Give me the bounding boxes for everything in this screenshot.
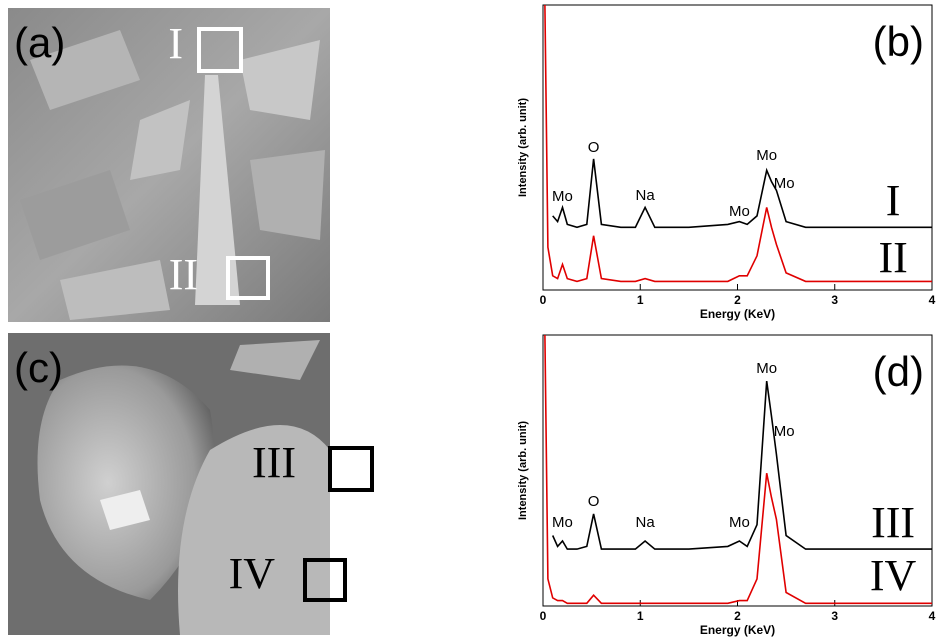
x-tick-label: 0	[540, 609, 547, 623]
peak-label: Mo	[756, 147, 777, 164]
y-axis-label: Intensity (arb. unit)	[517, 421, 529, 520]
x-axis-label: Energy (KeV)	[700, 623, 775, 637]
peak-label: Mo	[729, 203, 750, 220]
panel-label: (d)	[873, 348, 924, 395]
scale-bar	[388, 297, 456, 304]
x-tick-label: 3	[831, 609, 838, 623]
series-label: IV	[870, 551, 917, 600]
peak-label: Mo	[729, 514, 750, 531]
figure: (a)III2μm(c)IIIIV2μm01234Energy (KeV)Int…	[0, 0, 938, 642]
panel-label: (c)	[14, 344, 63, 391]
x-tick-label: 4	[929, 609, 936, 623]
x-tick-label: 0	[540, 293, 547, 307]
panel-label: (b)	[873, 18, 924, 65]
region-label: IV	[229, 549, 276, 598]
peak-label: Mo	[774, 423, 795, 440]
region-label: I	[168, 19, 183, 68]
x-tick-label: 1	[637, 293, 644, 307]
peak-label: Mo	[756, 360, 777, 377]
y-axis-label: Intensity (arb. unit)	[517, 98, 529, 197]
series-label: III	[871, 498, 915, 547]
peak-label: Mo	[552, 188, 573, 205]
scale-bar-label: 2μm	[383, 244, 460, 290]
peak-label: Na	[636, 187, 656, 204]
x-tick-label: 2	[734, 293, 741, 307]
x-tick-label: 4	[929, 293, 936, 307]
x-tick-label: 2	[734, 609, 741, 623]
x-axis-label: Energy (KeV)	[700, 307, 775, 321]
region-label: III	[252, 438, 296, 487]
panel-label: (a)	[14, 19, 65, 66]
peak-label: O	[588, 139, 600, 156]
scale-bar	[388, 622, 456, 629]
scale-bar-label: 2μm	[383, 566, 460, 612]
peak-label: Mo	[774, 175, 795, 192]
x-tick-label: 3	[831, 293, 838, 307]
series-label: I	[886, 176, 901, 225]
region-box	[330, 448, 372, 490]
series-label: II	[878, 233, 907, 282]
x-tick-label: 1	[637, 609, 644, 623]
peak-label: Na	[636, 514, 656, 531]
peak-label: O	[588, 493, 600, 510]
region-label: II	[169, 250, 198, 299]
peak-label: Mo	[552, 514, 573, 531]
